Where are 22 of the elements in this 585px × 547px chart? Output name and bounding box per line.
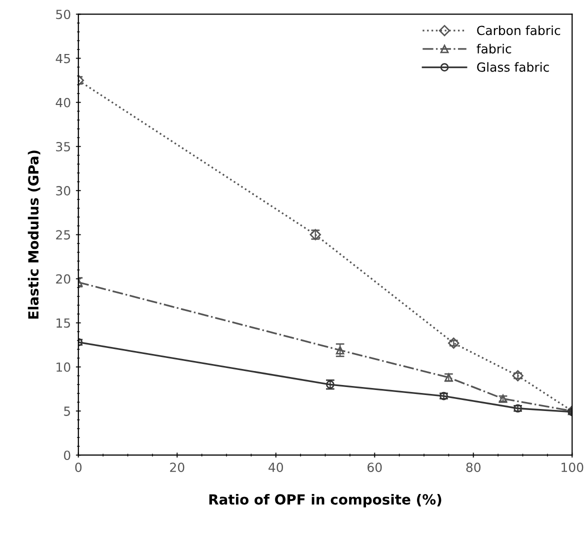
y-tick-label: 50 [56,10,70,20]
y-tick-label: 0 [64,450,70,460]
legend-label: fabric [476,44,512,54]
y-axis-title: Elastic Modulus (GPa) [28,150,40,319]
x-tick-label: 60 [368,462,382,472]
x-tick-label: 100 [562,462,584,472]
x-tick-label: 20 [170,462,184,472]
y-tick-label: 5 [64,406,70,416]
legend-label: Glass fabric [477,62,549,72]
x-axis-title: Ratio of OPF in composite (%) [209,494,442,508]
y-tick-label: 15 [56,318,70,328]
x-tick-label: 0 [75,462,82,472]
y-tick-label: 35 [56,142,70,152]
y-tick-label: 45 [56,54,70,64]
y-tick-label: 40 [56,98,70,108]
y-tick-label: 20 [56,274,70,284]
y-tick-label: 30 [56,186,70,196]
x-tick-label: 80 [466,462,481,472]
x-tick-label: 40 [268,462,284,472]
y-tick-label: 10 [56,362,70,372]
legend-label: Carbon fabric [477,25,560,36]
y-tick-label: 25 [56,230,70,240]
